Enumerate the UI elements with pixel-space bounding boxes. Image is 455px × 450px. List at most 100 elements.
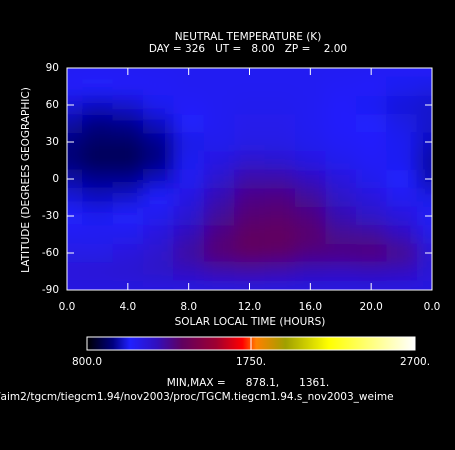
heat-cell: [143, 206, 174, 226]
heat-cell: [416, 68, 432, 78]
heat-cell: [112, 151, 144, 171]
heat-cell: [203, 188, 235, 208]
heat-cell: [203, 262, 235, 282]
heat-cell: [203, 225, 235, 245]
heat-cell: [386, 262, 418, 282]
heat-cell: [203, 151, 235, 171]
heat-cell: [203, 95, 235, 115]
heat-cell: [386, 169, 418, 189]
heat-cell: [325, 114, 357, 134]
heat-cell: [67, 132, 83, 152]
heat-cell: [234, 206, 266, 226]
heat-cell: [82, 132, 114, 152]
heat-cell: [325, 225, 357, 245]
heat-cell: [82, 280, 114, 290]
heat-cell: [112, 169, 144, 189]
heat-cell: [295, 151, 327, 171]
heat-cell: [355, 206, 387, 226]
heat-cell: [416, 262, 432, 282]
heat-cell: [264, 262, 296, 282]
heat-cell: [234, 132, 266, 152]
heat-cell: [325, 169, 357, 189]
heat-cell: [295, 169, 327, 189]
y-tick-label: 30: [46, 136, 59, 148]
heat-cell: [112, 132, 144, 152]
heat-cell: [264, 132, 296, 152]
heat-cell: [82, 151, 114, 171]
heat-cell: [67, 225, 83, 245]
heat-cell: [355, 225, 387, 245]
heat-cell: [386, 188, 418, 208]
heat-cell: [295, 243, 327, 263]
x-tick-label: 0.0: [59, 301, 76, 313]
heat-cell: [325, 68, 357, 78]
chart-subtitle: DAY = 326 UT = 8.00 ZP = 2.00: [149, 43, 347, 55]
heat-cell: [173, 169, 205, 189]
heat-cell: [67, 68, 83, 78]
heat-cell: [264, 280, 296, 290]
heat-cell: [203, 77, 235, 97]
heat-cell: [234, 243, 266, 263]
heat-cell: [325, 280, 357, 290]
heat-cell: [143, 188, 174, 208]
heat-cell: [264, 151, 296, 171]
heat-cell: [355, 243, 387, 263]
heat-cell: [264, 188, 296, 208]
heat-cell: [416, 151, 432, 171]
heat-cell: [82, 169, 114, 189]
heat-cell: [112, 188, 144, 208]
heat-cell: [143, 243, 174, 263]
heat-cell: [112, 114, 144, 134]
heat-cell: [264, 68, 296, 78]
heat-cell: [386, 95, 418, 115]
heat-cell: [355, 114, 387, 134]
heat-cell: [325, 206, 357, 226]
heat-cell: [112, 206, 144, 226]
heat-cell: [173, 151, 205, 171]
heat-cell: [112, 95, 144, 115]
heat-cell: [173, 132, 205, 152]
colorbar-tick-label: 800.0: [72, 356, 102, 368]
x-tick-label: 16.0: [299, 301, 322, 313]
field: [67, 68, 432, 290]
x-tick-label: 4.0: [119, 301, 136, 313]
heat-cell: [386, 77, 418, 97]
heat-cell: [355, 262, 387, 282]
heat-cell: [143, 77, 174, 97]
heat-cell: [203, 280, 235, 290]
heat-cell: [143, 225, 174, 245]
heat-cell: [112, 243, 144, 263]
heat-cell: [264, 95, 296, 115]
heat-cell: [143, 280, 174, 290]
heat-cell: [173, 95, 205, 115]
heat-cell: [295, 188, 327, 208]
heat-cell: [67, 151, 83, 171]
heat-cell: [82, 262, 114, 282]
heat-cell: [203, 68, 235, 78]
heat-cell: [325, 243, 357, 263]
heat-cell: [355, 169, 387, 189]
heat-cell: [416, 206, 432, 226]
y-tick-label: -30: [42, 210, 59, 222]
heat-cell: [386, 132, 418, 152]
heat-cell: [112, 262, 144, 282]
chart-title: NEUTRAL TEMPERATURE (K): [175, 31, 322, 43]
heat-cell: [173, 114, 205, 134]
heat-cell: [325, 188, 357, 208]
heat-cell: [67, 169, 83, 189]
y-tick-label: 90: [46, 62, 59, 74]
heat-cell: [67, 262, 83, 282]
heat-cell: [386, 243, 418, 263]
heat-cell: [112, 225, 144, 245]
heat-cell: [355, 188, 387, 208]
y-tick-label: 0: [52, 173, 59, 185]
heat-cell: [295, 95, 327, 115]
x-tick-label: 0.0: [424, 301, 441, 313]
y-tick-label: -90: [42, 284, 59, 296]
y-tick-label: 60: [46, 99, 59, 111]
y-axis-label: LATITUDE (DEGREES GEOGRAPHIC): [20, 87, 32, 273]
heat-cell: [325, 262, 357, 282]
plot-area: [67, 68, 432, 290]
heat-cell: [295, 77, 327, 97]
